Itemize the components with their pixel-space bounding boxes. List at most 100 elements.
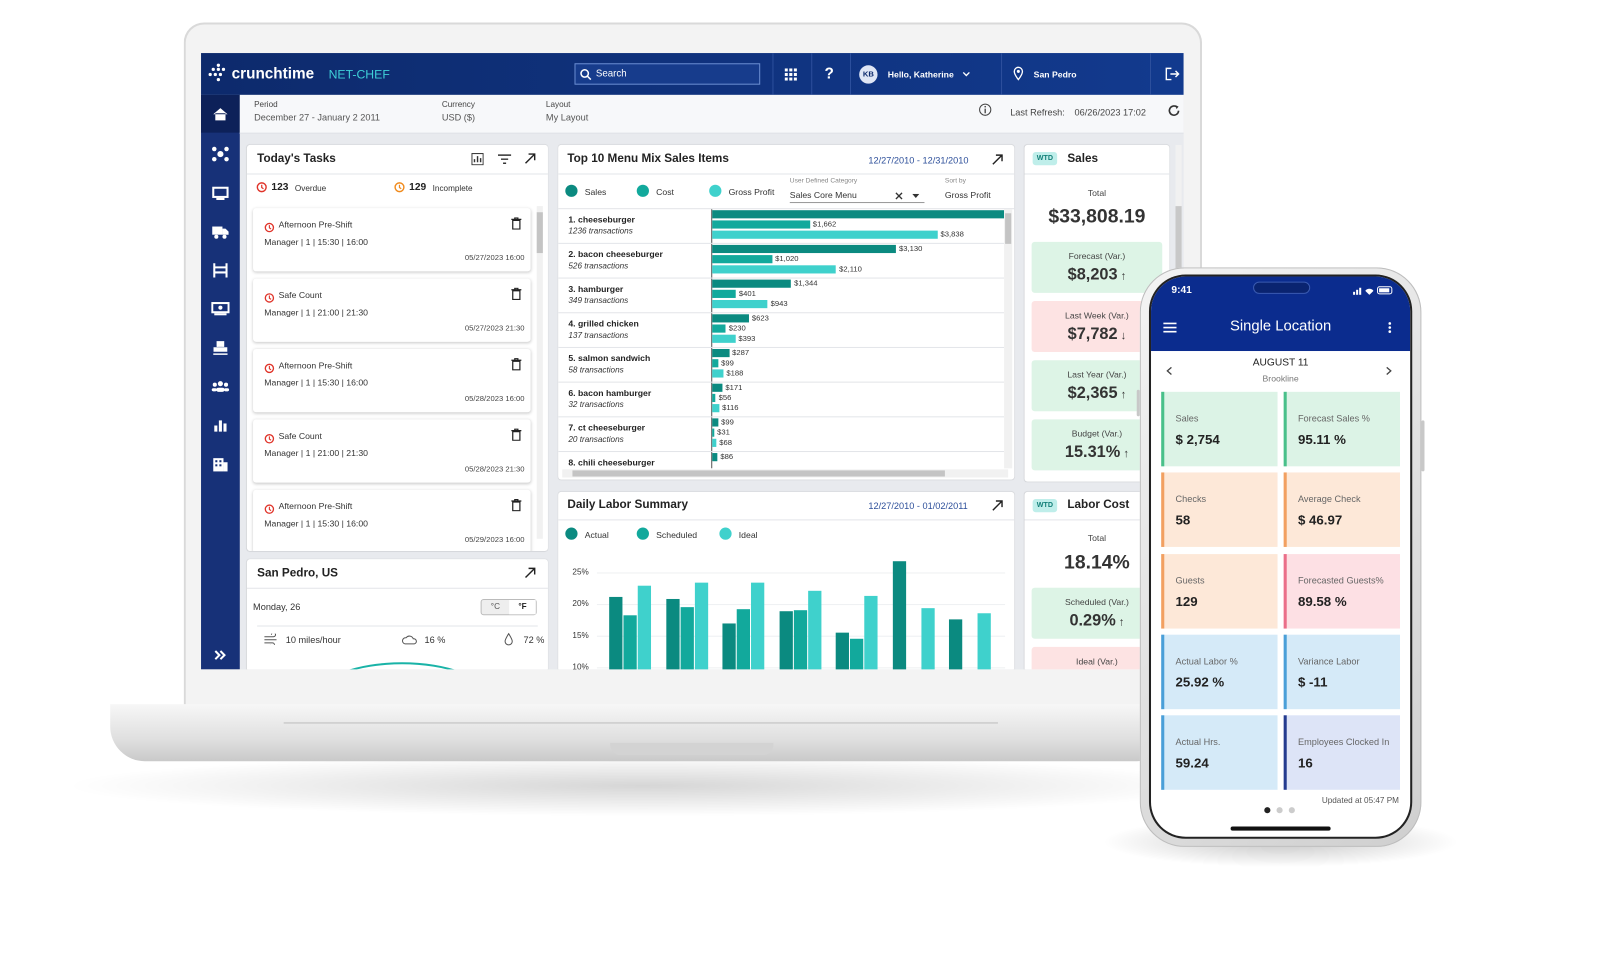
data-label: $171 [725,382,743,392]
nav-recipes[interactable] [211,339,229,357]
kpi-label: Ideal (Var.) [1076,656,1118,667]
scroll-thumb[interactable] [572,470,945,477]
bar [712,299,768,309]
task-status-icon [264,360,275,374]
expand-button[interactable] [992,499,1004,511]
greeting[interactable]: Hello, Katherine [887,69,954,80]
nav-people[interactable] [211,378,230,396]
next-day[interactable] [1386,366,1392,375]
info-icon[interactable] [979,103,992,116]
dropdown-caret[interactable] [912,193,920,199]
task-status-icon-glyph [264,363,275,374]
task-detail: Manager | 1 | 15:30 | 16:00 [264,518,368,529]
row-separator [558,312,1005,314]
incomplete-icon [394,182,405,193]
kpi-label: Last Year (Var.) [1067,369,1127,380]
data-label: $99 [721,417,734,427]
apps-button[interactable] [784,68,797,81]
delete-button[interactable] [511,357,522,371]
search-box[interactable]: Search [574,63,761,85]
updated-at: Updated at 05:47 PM [1321,795,1399,806]
bar [665,599,680,670]
sort-select[interactable]: Gross Profit [944,189,991,200]
bar [712,289,736,298]
delete-button[interactable] [511,216,522,230]
clear-button[interactable] [895,192,903,200]
avatar[interactable]: KB [859,65,878,84]
nav-home-active [201,94,240,133]
scrollbar [536,206,543,539]
bar [712,453,718,462]
nav-inventory[interactable] [211,261,229,279]
task-name: Safe Count [278,289,322,300]
row-separator [558,416,1005,418]
metric-tile[interactable]: Guests 129 [1161,553,1278,629]
location[interactable]: San Pedro [1033,69,1077,80]
nav-cash[interactable] [211,299,230,317]
category-select[interactable]: Sales Core Menu [789,189,857,200]
task-due: 05/28/2023 21:30 [464,464,525,474]
bar [807,590,821,670]
filter-button[interactable] [497,153,512,165]
data-label: $943 [770,298,788,309]
refresh-button[interactable] [1167,104,1180,117]
tile-value: $ 46.97 [1297,512,1343,528]
delete-button[interactable] [511,287,522,301]
task-card[interactable]: Afternoon Pre-Shift Manager | 1 | 15:30 |… [253,489,531,552]
bar [712,265,837,274]
nav-expand[interactable] [211,646,229,664]
metric-tile[interactable]: Actual Labor % 25.92 % [1161,634,1278,710]
expand-button[interactable] [992,153,1004,165]
metric-tile[interactable]: Forecast Sales % 95.11 % [1283,391,1400,467]
scroll-thumb[interactable] [1175,206,1182,309]
nav-delivery[interactable] [211,222,229,240]
task-card[interactable]: Safe Count Manager | 1 | 21:00 | 21:30 05/… [253,278,531,342]
kpi-trend: ↑ [1120,270,1127,283]
delete-button[interactable] [511,498,522,512]
nav-reports[interactable] [211,416,229,434]
top-bar: crunchtime NET-CHEF Search ? KB Hello, K… [201,53,1184,95]
metric-tile[interactable]: Variance Labor $ -11 [1283,634,1400,710]
nav-company[interactable] [211,455,229,473]
metric-tile[interactable]: Forecasted Guests% 89.58 % [1283,553,1400,629]
kpi-metric: Forecast (Var.) $8,203 ↑ [1031,241,1163,293]
data-label: $116 [722,403,739,413]
task-card[interactable]: Afternoon Pre-Shift Manager | 1 | 15:30 |… [253,348,531,413]
scroll-thumb[interactable] [1005,213,1012,244]
layout-value[interactable]: My Layout [545,112,589,123]
fahrenheit-toggle[interactable]: °F [509,599,536,615]
task-card[interactable]: Afternoon Pre-Shift Manager | 1 | 15:30 |… [253,208,531,272]
nav-network[interactable] [211,145,229,163]
metric-tile[interactable]: Checks 58 [1161,472,1278,548]
bar [712,279,792,288]
task-card[interactable]: Safe Count Manager | 1 | 21:00 | 21:30 05/… [253,419,531,483]
metric-tile[interactable]: Employees Clocked In 16 [1283,715,1400,790]
tile-value: 25.92 % [1175,674,1225,690]
expand-button[interactable] [524,566,536,579]
brand: crunchtime [231,65,315,83]
kpi-value: $2,365 [1067,384,1118,403]
metric-tile[interactable]: Actual Hrs. 59.24 [1161,715,1278,790]
divider [558,519,1015,521]
nav-home[interactable] [211,105,229,123]
period-value[interactable]: December 27 - January 2 2011 [254,112,381,123]
currency-value[interactable]: USD ($) [441,112,476,123]
scroll-thumb[interactable] [536,212,543,254]
data-label: $1,344 [794,278,818,288]
divider [558,208,1015,210]
celsius-toggle[interactable]: °C [490,602,500,612]
more-button[interactable] [1388,321,1392,333]
chart-button[interactable] [471,153,484,166]
bar [835,632,849,670]
tasks-panel: Today's Tasks 123 Overdue 129 Incomplete… [246,144,548,552]
bar [751,582,765,670]
nav-register[interactable] [211,184,229,202]
menu-button[interactable] [1163,322,1177,333]
metric-tile[interactable]: Average Check $ 46.97 [1283,472,1400,548]
delete-button[interactable] [511,428,522,441]
prev-day[interactable] [1166,366,1172,375]
help-button[interactable]: ? [824,65,834,83]
expand-button[interactable] [524,152,536,164]
metric-tile[interactable]: Sales $ 2,754 [1161,391,1278,467]
logout-button[interactable] [1165,67,1180,81]
